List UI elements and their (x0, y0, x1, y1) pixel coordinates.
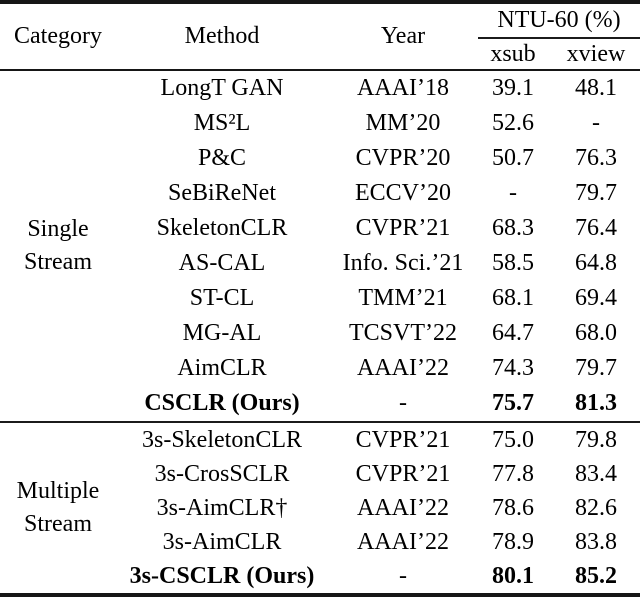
xsub-value: 50.7 (492, 145, 534, 172)
method-cell: 3s-AimCLR† (156, 494, 288, 521)
table-header: Category Method Year NTU-60 (%) xsub xvi… (0, 2, 640, 70)
xsub-value: 68.1 (492, 285, 534, 312)
year-cell: CVPR’20 (355, 145, 451, 172)
xview-value: 83.8 (575, 528, 617, 555)
year-cell: ECCV’20 (355, 180, 451, 207)
xsub-value: 78.9 (492, 528, 534, 555)
method-cell: CSCLR (Ours) (144, 390, 300, 417)
xview-value: 83.4 (575, 460, 617, 487)
xsub-value: 77.8 (492, 460, 534, 487)
col-header-method: Method (184, 23, 260, 50)
table-row: 3s-CrosSCLR CVPR’21 77.8 83.4 (0, 457, 640, 491)
xsub-value: - (509, 180, 517, 207)
method-cell: MS²L (193, 110, 251, 137)
xsub-value: 64.7 (492, 320, 534, 347)
table-row: ST-CL TMM’21 68.1 69.4 (0, 281, 640, 316)
year-cell: TMM’21 (358, 285, 448, 312)
xview-value: 81.3 (575, 390, 617, 417)
table-row: Multiple Stream 3s-SkeletonCLR CVPR’21 7… (0, 422, 640, 537)
table-row: 3s-AimCLR AAAI’22 78.9 83.8 (0, 525, 640, 559)
method-cell: SkeletonCLR (156, 215, 288, 242)
xview-value: 76.3 (575, 145, 617, 172)
method-cell: 3s-AimCLR (162, 528, 282, 555)
table-row-ours: CSCLR (Ours) - 75.7 81.3 (0, 386, 640, 422)
year-cell: AAAI’18 (357, 75, 449, 102)
category-cell-single-stream: Single Stream (0, 70, 116, 422)
xview-value: 79.7 (575, 355, 617, 382)
table-row: AS-CAL Info. Sci.’21 58.5 64.8 (0, 246, 640, 281)
method-cell: MG-AL (182, 320, 262, 347)
xsub-value: 78.6 (492, 494, 534, 521)
year-cell: Info. Sci.’21 (342, 250, 464, 277)
xsub-value: 80.1 (492, 562, 534, 589)
col-header-category: Category (14, 23, 102, 50)
col-header-xsub: xsub (490, 40, 536, 67)
xview-value: 82.6 (575, 494, 617, 521)
method-cell: LongT GAN (160, 75, 284, 102)
xsub-value: 74.3 (492, 355, 534, 382)
method-cell: 3s-CSCLR (Ours) (129, 562, 315, 589)
table-row-ours: 3s-CSCLR (Ours) - 80.1 85.2 (0, 559, 640, 595)
method-cell: 3s-SkeletonCLR (142, 426, 302, 453)
table-row: 3s-AimCLR† AAAI’22 78.6 82.6 (0, 491, 640, 525)
xsub-value: 75.0 (492, 426, 534, 453)
table-row: SeBiReNet ECCV’20 - 79.7 (0, 176, 640, 211)
year-cell: AAAI’22 (357, 355, 449, 382)
xview-value: 85.2 (575, 562, 617, 589)
year-cell: TCSVT’22 (349, 320, 457, 347)
xview-value: 69.4 (575, 285, 617, 312)
xsub-value: 52.6 (492, 110, 534, 137)
xview-value: - (592, 110, 600, 137)
xsub-value: 58.5 (492, 250, 534, 277)
table-row: Single Stream LongT GAN AAAI’18 39.1 48.… (0, 70, 640, 275)
category-label-line2: Stream (24, 249, 92, 275)
section-multiple-stream: Multiple Stream 3s-SkeletonCLR CVPR’21 7… (0, 422, 640, 595)
method-cell: P&C (197, 145, 247, 172)
xview-value: 48.1 (575, 75, 617, 102)
xview-value: 64.8 (575, 250, 617, 277)
year-cell: CVPR’21 (355, 460, 451, 487)
year-cell: - (399, 562, 407, 589)
method-cell: AS-CAL (178, 250, 266, 277)
xsub-value: 39.1 (492, 75, 534, 102)
year-cell: CVPR’21 (355, 426, 451, 453)
method-cell: ST-CL (189, 285, 255, 312)
year-cell: - (399, 390, 407, 417)
table-row: AimCLR AAAI’22 74.3 79.7 (0, 351, 640, 386)
xsub-value: 75.7 (492, 390, 534, 417)
xsub-value: 68.3 (492, 215, 534, 242)
category-label-line1: Single (27, 216, 89, 242)
xview-value: 68.0 (575, 320, 617, 347)
xview-value: 79.7 (575, 180, 617, 207)
method-cell: SeBiReNet (168, 180, 276, 207)
year-cell: MM’20 (365, 110, 441, 137)
category-label-line1: Multiple (16, 478, 100, 504)
col-header-year: Year (380, 23, 426, 50)
table-row: P&C CVPR’20 50.7 76.3 (0, 141, 640, 176)
year-cell: AAAI’22 (357, 528, 449, 555)
xview-value: 79.8 (575, 426, 617, 453)
section-single-stream: Single Stream LongT GAN AAAI’18 39.1 48.… (0, 70, 640, 422)
year-cell: CVPR’21 (355, 215, 451, 242)
col-header-ntu60-group: NTU-60 (%) (478, 2, 640, 39)
table-row: MS²L MM’20 52.6 - (0, 106, 640, 141)
category-cell-multiple-stream: Multiple Stream (0, 422, 116, 595)
table-row: MG-AL TCSVT’22 64.7 68.0 (0, 316, 640, 351)
xview-value: 76.4 (575, 215, 617, 242)
method-cell: 3s-CrosSCLR (154, 460, 290, 487)
table-row: SkeletonCLR CVPR’21 68.3 76.4 (0, 211, 640, 246)
year-cell: AAAI’22 (357, 494, 449, 521)
col-header-xview: xview (566, 40, 626, 67)
method-cell: AimCLR (177, 355, 267, 382)
category-label-line2: Stream (24, 511, 92, 537)
